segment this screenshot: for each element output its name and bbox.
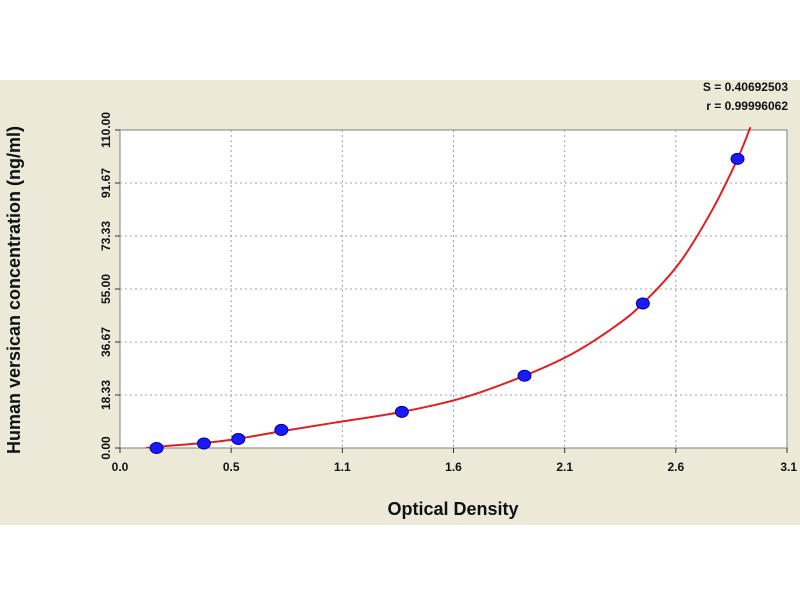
x-tick-label: 1.1 <box>334 460 351 474</box>
x-tick-label: 3.1 <box>780 460 797 474</box>
y-tick-label: 36.67 <box>99 327 113 357</box>
y-axis-title: Human versican concentration (ng/ml) <box>4 126 24 454</box>
x-tick-label: 2.6 <box>667 460 684 474</box>
grid-lines <box>120 130 787 448</box>
y-axis-ticks: 0.00 18.33 36.67 55.00 73.33 91.67 110.00 <box>99 112 120 460</box>
fit-curve <box>145 126 752 448</box>
data-point <box>231 432 246 445</box>
y-tick-label: 18.33 <box>99 380 113 410</box>
data-point <box>149 442 164 454</box>
x-tick-label: 1.6 <box>445 460 462 474</box>
data-point <box>196 437 211 450</box>
y-tick-label: 73.33 <box>99 221 113 251</box>
x-tick-label: 0.0 <box>112 460 129 474</box>
y-tick-label: 110.00 <box>99 112 113 148</box>
data-point <box>274 423 289 436</box>
x-tick-label: 0.5 <box>223 460 240 474</box>
data-points <box>149 152 745 454</box>
x-tick-label: 2.1 <box>556 460 573 474</box>
data-point <box>394 405 409 418</box>
r-statistic: r = 0.99996062 <box>706 99 788 113</box>
y-tick-label: 55.00 <box>99 274 113 304</box>
x-axis-ticks: 0.0 0.5 1.1 1.6 2.1 2.6 3.1 <box>112 448 797 474</box>
s-statistic: S = 0.40692503 <box>703 80 788 94</box>
data-point <box>730 152 745 165</box>
data-point <box>635 297 650 310</box>
y-tick-label: 0.00 <box>99 436 113 460</box>
x-axis-title: Optical Density <box>387 499 518 519</box>
data-point <box>517 369 532 382</box>
y-tick-label: 91.67 <box>99 168 113 198</box>
